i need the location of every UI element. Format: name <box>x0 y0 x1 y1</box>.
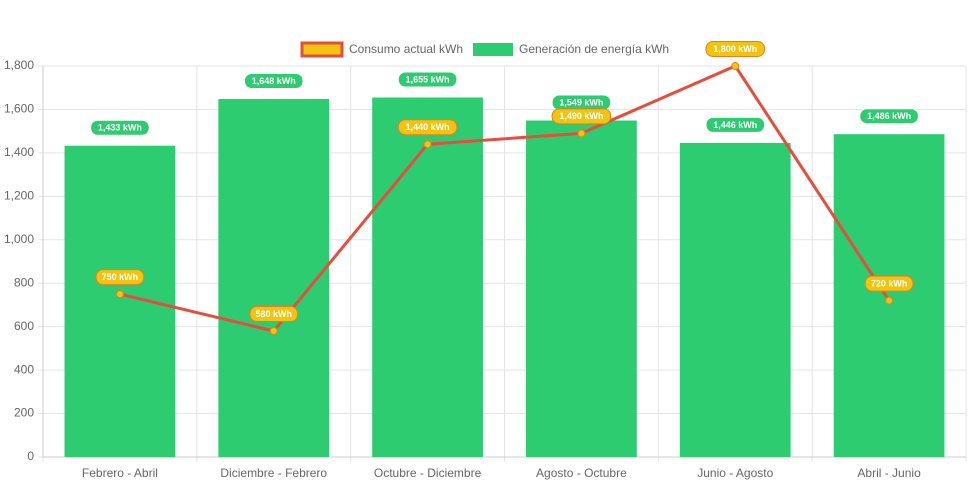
data-label-consumo: 580 kWh <box>249 306 299 323</box>
axis-layer: 0 200 400 600 800 1,000 1,200 1,400 1,600 1,800 Fe… <box>4 58 966 480</box>
point-consumo[interactable] <box>423 140 432 149</box>
y-tick-label: 200 <box>14 406 34 420</box>
data-label-consumo-text: 1,490 kWh <box>559 111 603 121</box>
data-label-generacion-bg <box>90 119 150 136</box>
y-tick-label: 1,000 <box>4 232 34 246</box>
data-label-generacion: 1,648 kWh <box>243 73 304 90</box>
y-tick-label: 0 <box>27 449 34 463</box>
legend-swatch-consumo <box>300 41 344 58</box>
data-label-consumo: 1,490 kWh <box>551 108 612 125</box>
data-label-consumo-bg <box>397 119 458 136</box>
x-tick-label: Abril - Junio <box>857 466 921 480</box>
data-label-consumo: 1,440 kWh <box>397 119 458 136</box>
point-consumo[interactable] <box>269 327 278 336</box>
data-label-consumo-bg <box>705 41 766 57</box>
data-label-consumo-text: 1,800 kWh <box>713 44 757 54</box>
bar-generacion[interactable] <box>218 99 330 458</box>
data-label-generacion-bg <box>397 71 458 88</box>
bar-generacion[interactable] <box>64 145 176 457</box>
x-tick-label: Junio - Agosto <box>697 466 773 480</box>
data-label-consumo-bg <box>95 269 145 286</box>
bar-layer <box>64 97 945 458</box>
y-tick-label: 600 <box>14 319 34 333</box>
data-label-generacion-text: 1,655 kWh <box>406 74 450 84</box>
data-label-generacion: 1,433 kWh <box>90 119 150 136</box>
data-label-consumo: 750 kWh <box>95 269 145 286</box>
data-label-generacion: 1,446 kWh <box>705 116 766 133</box>
data-label-consumo-text: 1,440 kWh <box>406 122 450 132</box>
line-layer <box>115 62 894 336</box>
data-label-consumo-bg <box>864 275 914 292</box>
point-consumo[interactable] <box>577 129 586 138</box>
grid-layer <box>38 65 967 462</box>
data-label-consumo-bg <box>249 306 299 323</box>
data-label-generacion: 1,549 kWh <box>551 94 612 111</box>
y-tick-label: 1,800 <box>4 58 34 72</box>
data-label-generacion: 1,655 kWh <box>397 71 458 88</box>
bar-generacion[interactable] <box>372 97 483 457</box>
point-consumo[interactable] <box>115 290 124 299</box>
line-consumo <box>119 64 891 333</box>
x-tick-label: Octubre - Diciembre <box>374 466 482 480</box>
data-label-consumo: 1,800 kWh <box>705 41 766 57</box>
y-tick-label: 400 <box>14 362 34 376</box>
data-label-generacion-text: 1,433 kWh <box>98 123 142 133</box>
data-label-layer: 1,433 kWh 1,648 kWh 1,655 kWh 1,549 kWh 1,44… <box>90 41 919 323</box>
legend-item-generacion[interactable]: Generación de energía kWh <box>473 42 669 56</box>
data-label-consumo-text: 750 kWh <box>102 272 139 282</box>
x-tick-label: Febrero - Abril <box>82 466 158 480</box>
data-label-consumo: 720 kWh <box>864 275 914 292</box>
y-tick-label: 800 <box>14 275 34 289</box>
legend-item-consumo[interactable]: Consumo actual kWh <box>300 41 463 58</box>
x-tick-label: Agosto - Octubre <box>536 466 627 480</box>
data-label-consumo-text: 580 kWh <box>255 309 292 319</box>
legend-label-consumo: Consumo actual kWh <box>349 42 463 56</box>
y-tick-label: 1,200 <box>4 189 34 203</box>
data-label-consumo-text: 720 kWh <box>871 278 908 288</box>
data-label-consumo-bg <box>551 108 612 125</box>
data-label-generacion-text: 1,486 kWh <box>867 111 911 121</box>
y-tick-label: 1,600 <box>4 102 34 116</box>
point-consumo[interactable] <box>885 296 894 305</box>
bar-generacion[interactable] <box>526 120 637 458</box>
legend: Consumo actual kWh Generación de energía … <box>300 41 669 58</box>
data-label-generacion-bg <box>705 116 766 133</box>
legend-label-generacion: Generación de energía kWh <box>519 42 669 56</box>
data-label-generacion-text: 1,648 kWh <box>252 76 296 86</box>
bar-generacion[interactable] <box>679 142 791 457</box>
data-label-generacion-text: 1,549 kWh <box>559 97 603 107</box>
point-consumo[interactable] <box>731 62 740 70</box>
data-label-generacion: 1,486 kWh <box>859 108 919 125</box>
bar-generacion[interactable] <box>833 134 945 458</box>
data-label-generacion-text: 1,446 kWh <box>713 120 757 130</box>
data-label-generacion-bg <box>859 108 919 125</box>
x-tick-label: Diciembre - Febrero <box>220 466 327 480</box>
data-label-generacion-bg <box>243 73 304 90</box>
legend-swatch-generacion <box>473 43 513 56</box>
y-tick-label: 1,400 <box>4 145 34 159</box>
